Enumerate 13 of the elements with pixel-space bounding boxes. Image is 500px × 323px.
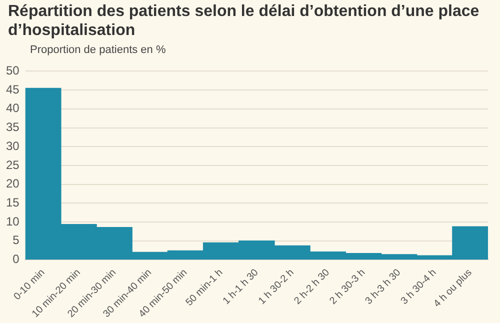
y-tick-label: 5 [12, 233, 20, 248]
y-tick-label: 0 [12, 252, 20, 266]
y-tick-label: 15 [6, 195, 20, 210]
y-tick-label: 30 [6, 138, 20, 153]
y-tick-label: 40 [6, 101, 20, 116]
y-tick-label: 50 [6, 64, 20, 78]
y-tick-label: 45 [6, 82, 20, 96]
y-tick-label: 35 [6, 120, 20, 134]
y-tick-label: 20 [6, 176, 20, 191]
y-axis-title: Proportion de patients en % [30, 44, 166, 56]
y-tick-label: 25 [6, 158, 20, 172]
chart-title: Répartition des patients selon le délai d’obtention d’une place d’hospitalisation [8, 2, 480, 40]
y-tick-label: 10 [6, 214, 20, 228]
